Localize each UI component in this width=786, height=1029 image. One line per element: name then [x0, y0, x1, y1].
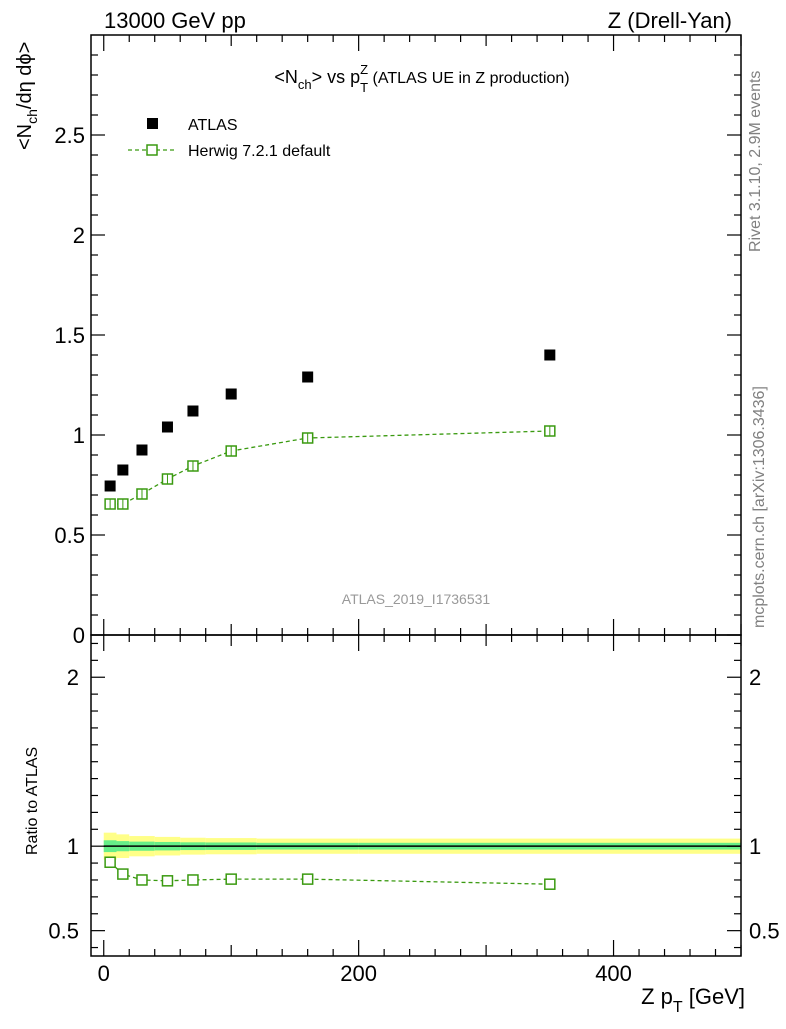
energy-label: 13000 GeV pp — [104, 8, 246, 33]
ylabel-sub: ch — [24, 109, 40, 124]
ratio-xlabel: Z pT [GeV] — [641, 984, 745, 1016]
ratio-herwig-point — [161, 875, 174, 887]
lower-ytick-label-right: 2 — [749, 665, 761, 690]
atlas-point — [104, 480, 116, 492]
ratio-herwig-point — [104, 856, 116, 868]
title-pre: <N — [274, 67, 298, 87]
lower-ytick-label-right: 1 — [749, 834, 761, 859]
ratio-herwig-point — [117, 868, 129, 880]
xlabel-pre: Z p — [641, 984, 673, 1009]
upper-ytick-label: 2.5 — [54, 123, 85, 148]
legend-herwig-marker — [146, 144, 158, 156]
legend-atlas-marker — [147, 118, 158, 129]
xlabel-sub: T — [673, 999, 683, 1016]
atlas-point — [161, 421, 173, 433]
ratio-herwig-point — [136, 874, 148, 886]
title-post: (ATLAS UE in Z production) — [368, 70, 570, 87]
upper-ytick-label: 1.5 — [54, 323, 85, 348]
legend-herwig-label: Herwig 7.2.1 default — [188, 143, 331, 160]
ratio-herwig-point — [544, 878, 556, 890]
lower-xtick-label: 400 — [595, 961, 632, 986]
process-label: Z (Drell-Yan) — [608, 8, 732, 33]
ratio-herwig-point — [225, 873, 237, 885]
title-sub1: ch — [298, 77, 312, 92]
legend-atlas-label: ATLAS — [188, 117, 238, 134]
title-sup: Z — [360, 62, 368, 77]
analysis-watermark: ATLAS_2019_I1736531 — [342, 591, 491, 607]
title-sub2: T — [360, 80, 368, 95]
mcplots-info: mcplots.cern.ch [arXiv:1306.3436] — [751, 386, 768, 628]
ylabel-post: /dη dϕ> — [14, 42, 36, 109]
lower-ytick-label-right: 0.5 — [749, 919, 780, 944]
main-panel: <Nch> vs pZ T (ATLAS UE in Z production) … — [14, 34, 742, 648]
ylabel-pre: <N — [14, 124, 36, 150]
ratio-panel: Ratio to ATLAS Z pT [GeV] 0.5 0.5 1 1 2 2 0 20… — [24, 634, 780, 1016]
rivet-info: Rivet 3.1.10, 2.9M events — [747, 71, 764, 252]
atlas-point — [136, 444, 148, 456]
lower-ytick-label-left: 1 — [67, 834, 79, 859]
lower-xtick-label: 200 — [340, 961, 377, 986]
atlas-point — [187, 405, 199, 417]
ratio-panel-frame — [90, 634, 742, 957]
main-ylabel: <Nch/dη dϕ> — [14, 42, 40, 150]
upper-ytick-label: 2 — [73, 223, 85, 248]
atlas-point — [117, 464, 129, 476]
xlabel-post: [GeV] — [683, 984, 745, 1009]
ratio-ylabel: Ratio to ATLAS — [24, 747, 41, 855]
atlas-point — [225, 388, 237, 400]
main-title: <Nch> vs pZ T (ATLAS UE in Z production) — [274, 62, 569, 95]
lower-ytick-label-left: 0.5 — [48, 919, 79, 944]
atlas-point — [302, 371, 314, 383]
upper-ytick-label: 0 — [73, 623, 85, 648]
ratio-herwig-line — [109, 861, 550, 885]
atlas-point — [544, 349, 556, 361]
ratio-herwig-point — [187, 874, 199, 886]
upper-ytick-label: 1 — [73, 423, 85, 448]
herwig-line — [110, 430, 550, 505]
legend: ATLAS Herwig 7.2.1 default — [128, 117, 331, 160]
lower-ytick-label-left: 2 — [67, 665, 79, 690]
upper-ytick-label: 0.5 — [54, 523, 85, 548]
title-mid: > vs p — [312, 67, 361, 87]
lower-xtick-label: 0 — [98, 961, 110, 986]
ratio-herwig-point — [301, 873, 314, 885]
